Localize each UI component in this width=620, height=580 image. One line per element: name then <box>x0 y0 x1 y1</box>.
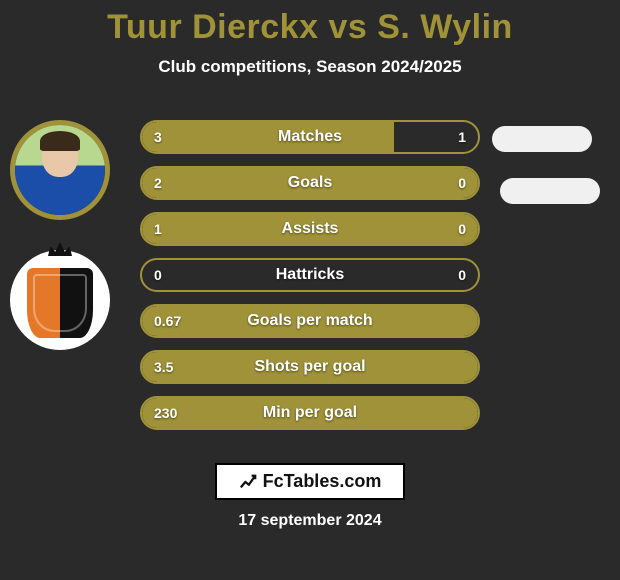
stat-bar: Shots per goal3.5 <box>140 350 480 384</box>
footer-date: 17 september 2024 <box>0 512 620 530</box>
stat-bar: Matches3 1 <box>140 120 480 154</box>
stat-bar: Assists1 0 <box>140 212 480 246</box>
stat-bar-left-value: 3 <box>154 129 162 145</box>
stat-bars: Matches31Goals20Assists10Hattricks00Goal… <box>140 120 480 442</box>
stat-bar-right-value: 0 <box>458 221 466 237</box>
stat-bar-left-value: 0 <box>154 267 162 283</box>
page-title: Tuur Dierckx vs S. Wylin <box>0 0 620 47</box>
chart-up-icon <box>239 473 257 491</box>
stat-bar-label: Shots per goal <box>142 358 478 376</box>
page-subtitle: Club competitions, Season 2024/2025 <box>0 57 620 77</box>
stat-bar-label: Matches <box>142 128 478 146</box>
player-left-avatar <box>10 120 110 220</box>
brand-text: FcTables.com <box>263 471 382 492</box>
stat-bar: Hattricks0 0 <box>140 258 480 292</box>
stat-bar: Min per goal230 <box>140 396 480 430</box>
brand-badge: FcTables.com <box>215 463 406 500</box>
stat-bar: Goals2 0 <box>140 166 480 200</box>
stat-bar-label: Goals <box>142 174 478 192</box>
shield-icon <box>27 268 93 338</box>
stat-bar-label: Assists <box>142 220 478 238</box>
stat-bar-right-value: 0 <box>458 267 466 283</box>
stat-bar: Goals per match0.67 <box>140 304 480 338</box>
stat-bar-left-value: 3.5 <box>154 359 173 375</box>
stat-bar-label: Hattricks <box>142 266 478 284</box>
stat-bar-left-value: 0.67 <box>154 313 181 329</box>
stat-bar-left-value: 2 <box>154 175 162 191</box>
player-right-club-badge <box>10 250 110 350</box>
footer-brand-wrap: FcTables.com <box>0 463 620 500</box>
stat-bar-label: Goals per match <box>142 312 478 330</box>
stat-bar-left-value: 1 <box>154 221 162 237</box>
crown-icon <box>48 242 72 256</box>
side-pill <box>500 178 600 204</box>
side-pill <box>492 126 592 152</box>
stat-bar-label: Min per goal <box>142 404 478 422</box>
stat-bar-right-value: 0 <box>458 175 466 191</box>
avatars-column <box>10 120 120 350</box>
stat-bar-left-value: 230 <box>154 405 177 421</box>
stat-bar-right-value: 1 <box>458 129 466 145</box>
